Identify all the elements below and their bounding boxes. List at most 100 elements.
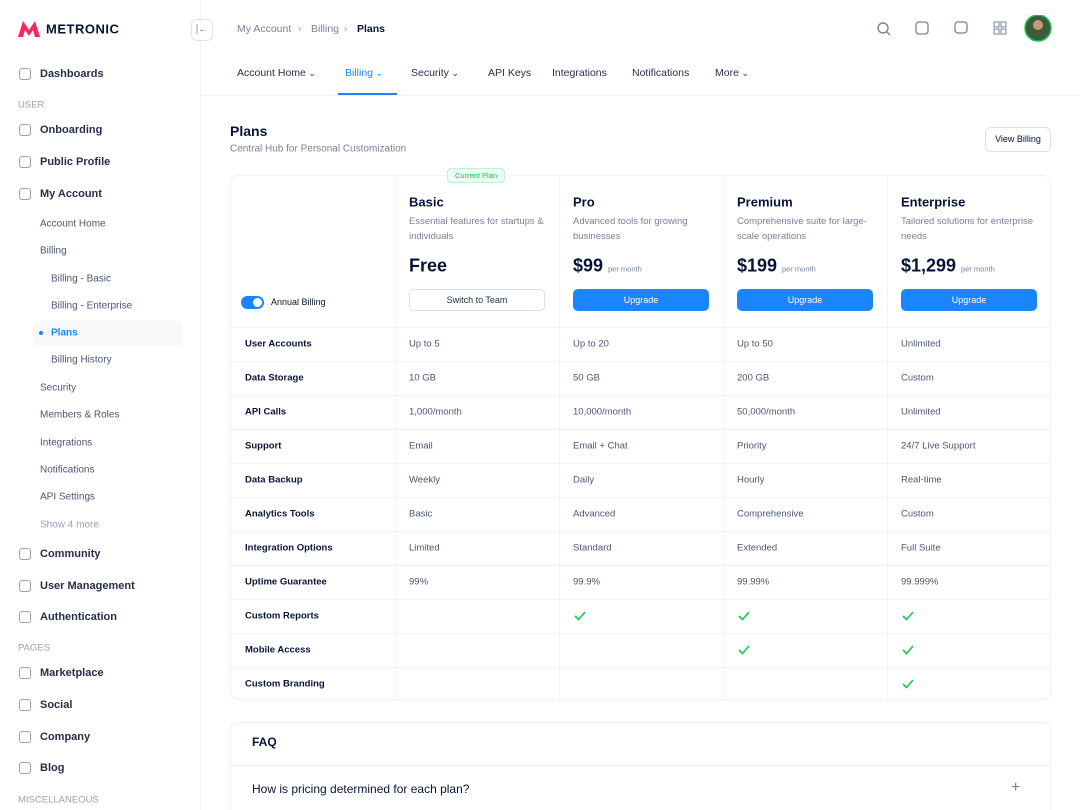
column-line [723,176,724,699]
sidebar-item[interactable]: Billing - Enterprise [51,300,133,312]
sidebar-item[interactable]: Billing [40,245,67,257]
feature-value: Extended [737,542,778,554]
row-line [231,565,1050,566]
sidebar-border [200,0,201,810]
sidebar-icon [19,699,31,711]
faq-title: FAQ [252,735,277,749]
header-icons [877,15,1052,42]
breadcrumb-separator: › [344,23,348,35]
sidebar-item[interactable]: Blog [40,762,65,774]
plan-price: Free [409,255,448,276]
tab[interactable]: Security ⌄ [411,67,459,79]
sidebar-item[interactable]: Account Home [40,218,106,230]
sidebar-icon [19,124,31,136]
row-line [231,599,1050,600]
sidebar-item[interactable]: Security [40,382,77,394]
breadcrumb-item[interactable]: Billing [311,23,340,35]
sidebar-item[interactable]: Marketplace [40,667,104,679]
feature-value: Email + Chat [573,440,628,452]
tab[interactable]: Billing ⌄ [345,67,384,79]
feature-value: Custom [901,372,934,384]
plan-button[interactable]: Upgrade [573,289,709,311]
tab[interactable]: Account Home ⌄ [237,67,316,79]
row-line [231,667,1050,668]
plan-name: Basic [409,194,444,210]
check-icon [738,611,750,621]
row-line [231,463,1050,464]
plan-button[interactable]: Upgrade [737,289,873,311]
sidebar-heading: PAGES [18,642,51,654]
breadcrumb-separator: › [298,23,302,35]
feature-value: Comprehensive [737,508,804,520]
sidebar-item[interactable]: Authentication [40,611,117,623]
tab[interactable]: API Keys [488,67,532,79]
row-line [231,361,1050,362]
check-icon [902,679,914,689]
feature-name: Support [245,440,282,452]
tab[interactable]: Integrations [552,67,607,79]
sidebar-item[interactable]: Community [40,548,101,560]
plan-price: $1,299 [901,255,957,276]
sidebar-item[interactable]: Show 4 more [40,519,99,531]
feature-name: Uptime Guarantee [245,576,327,588]
plan-button[interactable]: Upgrade [901,289,1037,311]
row-line [231,497,1050,498]
sidebar-icon [19,731,31,743]
feature-value: Unlimited [901,338,941,350]
row-line [231,633,1050,634]
tab[interactable]: More ⌄ [715,67,749,79]
column-line [887,176,888,699]
plan-period: per month [608,264,642,274]
feature-value: Basic [409,508,433,520]
feature-name: Custom Branding [245,678,325,690]
feature-value: Email [409,440,433,452]
tab-chevron: ⌄ [448,68,459,78]
sidebar-item[interactable]: API Settings [40,491,96,503]
sidebar-item[interactable]: User Management [40,580,135,592]
row-line [231,429,1050,430]
sidebar-item[interactable]: Onboarding [40,124,103,136]
feature-value: 99.999% [901,576,939,588]
sidebar-item[interactable]: Notifications [40,464,95,476]
sidebar-item[interactable]: Public Profile [40,156,111,168]
feature-value: Advanced [573,508,616,520]
view-billing-button[interactable]: View Billing [985,127,1051,152]
breadcrumb-item: Plans [357,23,386,35]
feature-name: Custom Reports [245,610,319,622]
sidebar-item[interactable]: My Account [40,188,102,200]
collapse-button[interactable]: |← [191,19,213,41]
sidebar-item[interactable]: Dashboards [40,68,104,80]
plan-period: per month [961,264,995,274]
check-icon [902,611,914,621]
plan-period: per month [782,264,816,274]
plan-description: Comprehensive suite for large-scale oper… [737,216,867,242]
sidebar-icon [19,156,31,168]
breadcrumb-item[interactable]: My Account [237,23,292,35]
feature-value: 10 GB [409,372,436,384]
feature-value: Standard [573,542,612,554]
feature-value: Limited [409,542,440,554]
annual-toggle[interactable] [241,296,264,309]
feature-value: 50 GB [573,372,600,384]
plan-button[interactable]: Switch to Team [409,289,545,311]
sidebar-item[interactable]: Social [40,699,73,711]
feature-value: 1,000/month [409,406,462,418]
sidebar-item[interactable]: Plans [51,327,78,339]
feature-value: 10,000/month [573,406,632,418]
feature-name: API Calls [245,406,287,418]
sidebar-item[interactable]: Integrations [40,437,93,449]
sidebar-icon [19,548,31,560]
feature-value: 99% [409,576,429,588]
sidebar-item[interactable]: Members & Roles [40,409,120,421]
faq-question[interactable]: How is pricing determined for each plan? [252,782,470,796]
sidebar-item[interactable]: Company [40,731,91,743]
feature-value: Up to 20 [573,338,609,350]
sidebar-item[interactable]: Billing - Basic [51,273,112,285]
faq-expand[interactable]: + [1011,779,1021,796]
plan-description: Tailored solutions for enterprise needs [901,216,1034,242]
tab[interactable]: Notifications [632,67,690,79]
sidebar-item[interactable]: Billing History [51,354,112,366]
plan-description: Essential features for startups & indivi… [409,216,544,242]
feature-value: 24/7 Live Support [901,440,976,452]
plans-table [230,175,1051,700]
